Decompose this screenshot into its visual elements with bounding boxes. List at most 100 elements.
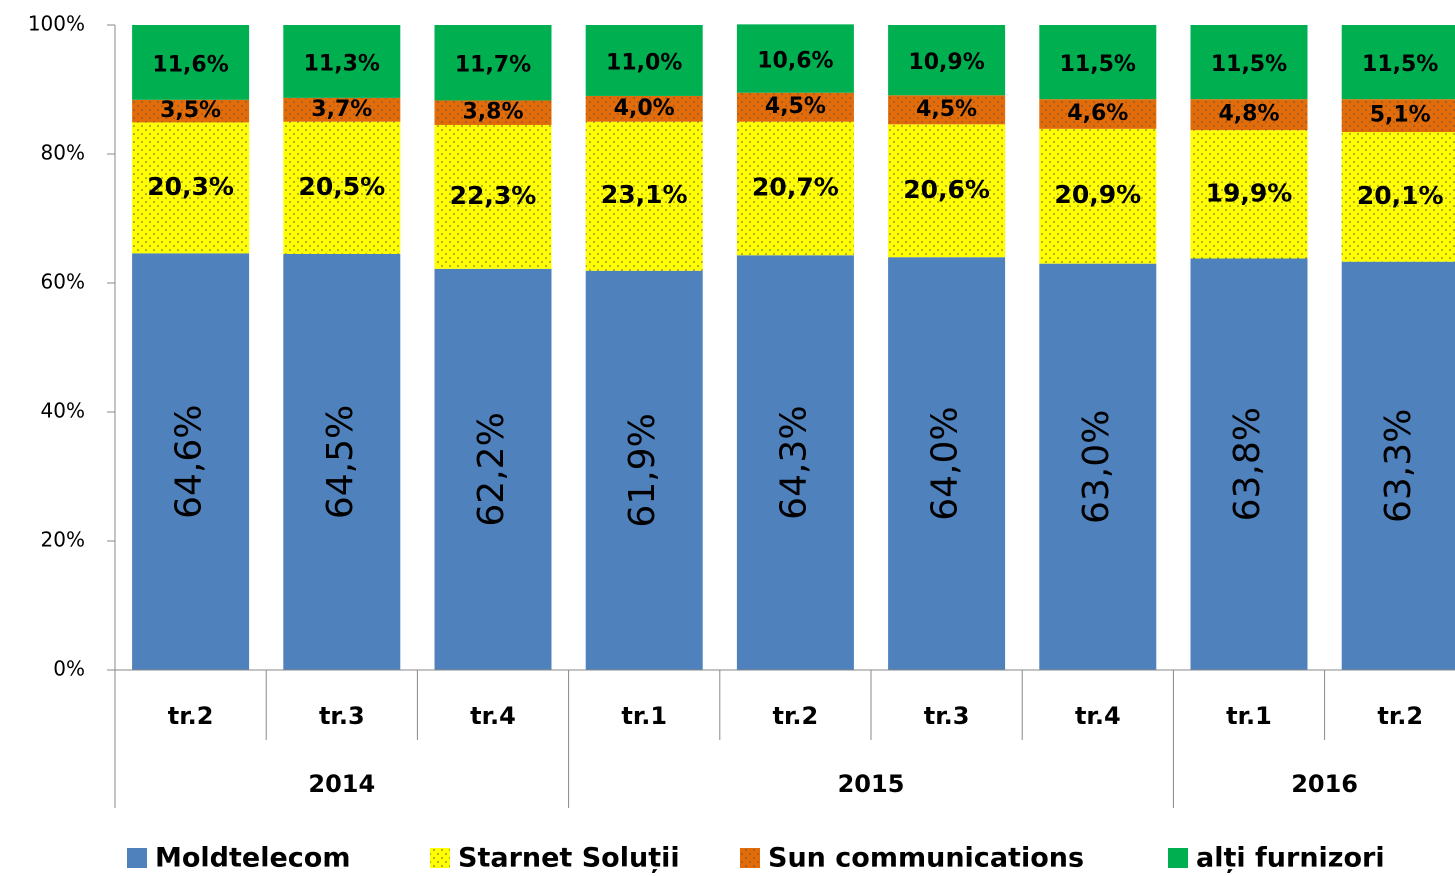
x-tick-label: tr.2 — [1377, 702, 1423, 730]
data-label: 20,7% — [752, 173, 839, 202]
bar-segment — [434, 25, 552, 101]
group-label: 2014 — [308, 770, 375, 798]
bar-segment — [283, 253, 401, 670]
x-tick-label: tr.3 — [319, 702, 365, 730]
y-tick-label: 0% — [53, 657, 85, 681]
bar-segment — [888, 257, 1006, 670]
data-label: 61,9% — [622, 413, 663, 527]
data-label: 3,8% — [462, 100, 523, 125]
data-label: 63,8% — [1227, 407, 1268, 521]
data-label: 4,5% — [765, 94, 826, 119]
x-tick-label: tr.2 — [773, 702, 819, 730]
bar-segment — [1039, 263, 1157, 670]
bar-segment — [736, 255, 854, 670]
bar-segment — [434, 268, 552, 670]
y-tick-label: 100% — [28, 12, 85, 36]
legend-label: Moldtelecom — [155, 843, 350, 874]
x-tick-label: tr.1 — [1226, 702, 1272, 730]
legend-marker — [740, 848, 760, 868]
bar-segment — [736, 92, 854, 122]
bar-segment — [132, 253, 250, 670]
bar-segment — [434, 100, 552, 125]
legend-marker — [127, 848, 147, 868]
data-label: 64,6% — [169, 404, 210, 518]
bar-segment — [1039, 99, 1157, 129]
data-label: 11,3% — [304, 51, 380, 76]
group-label: 2015 — [838, 770, 905, 798]
legend-marker — [1168, 848, 1188, 868]
bar-segment — [888, 124, 1006, 258]
data-label: 20,3% — [147, 172, 234, 201]
bar-segment — [1341, 261, 1455, 670]
data-label: 10,6% — [757, 49, 833, 74]
x-tick-label: tr.3 — [924, 702, 970, 730]
data-label: 19,9% — [1206, 178, 1293, 207]
data-label: 64,5% — [320, 405, 361, 519]
data-label: 11,7% — [455, 53, 531, 78]
bar-segment — [434, 124, 552, 269]
x-tick-label: tr.4 — [1075, 702, 1121, 730]
y-tick-label: 40% — [41, 399, 85, 423]
y-tick-label: 20% — [41, 528, 85, 552]
bar-segment — [1341, 25, 1455, 100]
data-label: 4,8% — [1218, 102, 1279, 127]
data-label: 62,2% — [471, 412, 512, 526]
data-label: 23,1% — [601, 180, 688, 209]
y-tick-label: 60% — [41, 270, 85, 294]
data-label: 4,6% — [1067, 101, 1128, 126]
bar-segment — [585, 270, 703, 670]
data-label: 63,0% — [1076, 410, 1117, 524]
data-label: 4,0% — [614, 96, 675, 121]
bar-segment — [132, 99, 250, 123]
bar-segment — [888, 95, 1006, 125]
legend-label: alți furnizori — [1196, 843, 1385, 874]
bar-segment — [1039, 128, 1157, 264]
bar-segment — [1341, 99, 1455, 133]
data-label: 20,6% — [903, 175, 990, 204]
bar-segment — [736, 24, 854, 93]
bar-segment — [888, 25, 1006, 96]
bar-segment — [736, 121, 854, 256]
legend-label: Sun communications — [768, 843, 1084, 874]
data-label: 5,1% — [1370, 103, 1431, 128]
bar-segment — [585, 25, 703, 96]
data-label: 20,1% — [1357, 181, 1444, 210]
data-label: 63,3% — [1378, 409, 1419, 523]
data-label: 64,3% — [773, 405, 814, 519]
bar-segment — [283, 25, 401, 98]
data-label: 10,9% — [908, 50, 984, 75]
data-label: 11,5% — [1060, 52, 1136, 77]
y-tick-label: 80% — [41, 141, 85, 165]
bar-segment — [1039, 25, 1157, 100]
bar-segment — [1341, 132, 1455, 262]
bar-segment — [283, 97, 401, 122]
legend-marker — [430, 848, 450, 868]
bar-segment — [1190, 99, 1308, 131]
data-label: 20,9% — [1054, 180, 1141, 209]
group-label: 2016 — [1291, 770, 1358, 798]
bar-segment — [1190, 25, 1308, 100]
data-label: 22,3% — [450, 181, 537, 210]
bar-segment — [1190, 258, 1308, 670]
bar-segment — [1190, 130, 1308, 259]
data-label: 11,0% — [606, 50, 682, 75]
legend-label: Starnet Soluții — [458, 843, 680, 874]
data-label: 64,0% — [925, 406, 966, 520]
data-label: 11,5% — [1362, 52, 1438, 77]
data-label: 20,5% — [298, 172, 385, 201]
bar-segment — [585, 121, 703, 271]
bar-segment — [132, 122, 250, 254]
bar-segment — [283, 121, 401, 254]
data-label: 11,5% — [1211, 52, 1287, 77]
bar-segment — [585, 95, 703, 122]
x-tick-label: tr.2 — [168, 702, 214, 730]
data-label: 3,5% — [160, 98, 221, 123]
bar-segment — [132, 25, 250, 100]
data-label: 3,7% — [311, 97, 372, 122]
x-tick-label: tr.4 — [470, 702, 516, 730]
data-label: 4,5% — [916, 97, 977, 122]
x-tick-label: tr.1 — [621, 702, 667, 730]
data-label: 11,6% — [152, 52, 228, 77]
